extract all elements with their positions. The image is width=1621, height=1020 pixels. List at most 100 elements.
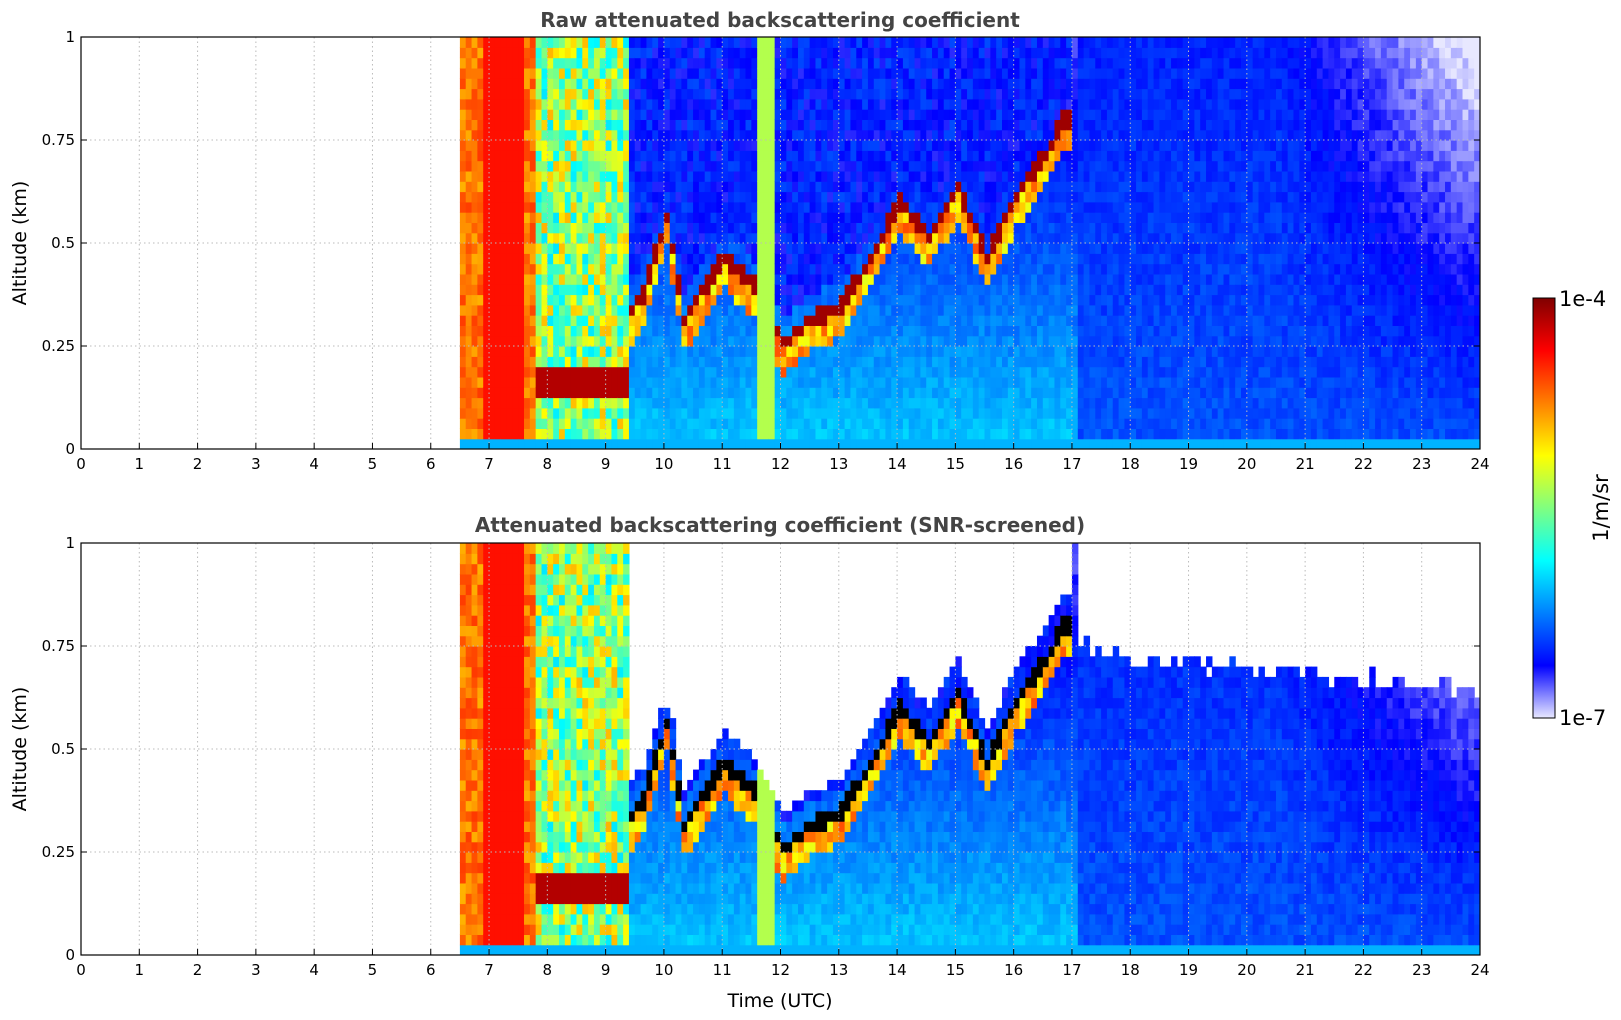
heatmap-cell [623,140,630,151]
heatmap-cell [1182,418,1190,429]
heatmap-cell [512,181,519,193]
heatmap-cell [640,304,648,316]
heatmap-cell [494,253,502,265]
heatmap-cell [879,284,887,296]
heatmap-cell [722,98,729,110]
heatmap-cell [774,222,782,234]
heatmap-cell [821,397,828,409]
heatmap-cell [640,67,648,79]
heatmap-cell [774,119,782,131]
heatmap-cell [827,346,834,357]
heatmap-cell [483,366,490,378]
heatmap-cell [978,397,986,409]
heatmap-cell [1066,98,1073,110]
heatmap-cell [698,129,706,141]
heatmap-cell [803,57,811,69]
heatmap-cell [576,263,583,275]
heatmap-cell [465,366,473,378]
heatmap-cell [634,232,642,244]
heatmap-cell [535,47,543,59]
heatmap-cell [792,356,799,368]
heatmap-cell [681,98,688,110]
heatmap-cell [932,304,939,316]
heatmap-cell [1171,191,1178,203]
heatmap-cell [1101,325,1108,337]
heatmap-cell [1031,140,1038,151]
heatmap-cell [961,78,968,90]
heatmap-cell [471,98,478,110]
heatmap-cell [1060,243,1067,254]
heatmap-cell [1176,335,1184,347]
heatmap-cell [780,57,787,69]
heatmap-cell [1147,273,1155,285]
heatmap-cell [687,181,694,193]
heatmap-cell [844,98,852,110]
heatmap-cell [867,304,875,316]
heatmap-cell [1118,181,1126,193]
heatmap-cell [483,140,490,151]
heatmap-cell [494,88,502,100]
heatmap-cell [850,160,857,172]
heatmap-cell [588,88,595,100]
heatmap-cell [471,438,478,449]
heatmap-cell [722,325,729,337]
heatmap-cell [815,243,822,254]
heatmap-cell [1153,129,1160,141]
heatmap-cell [932,335,939,347]
heatmap-cell [967,109,974,120]
heatmap-cell [524,119,531,131]
heatmap-cell [640,294,648,306]
heatmap-cell [593,418,601,429]
heatmap-cell [786,387,793,399]
heatmap-cell [1118,212,1126,223]
heatmap-cell [477,294,484,306]
heatmap-cell [483,284,490,296]
heatmap-cell [722,181,729,193]
heatmap-cell [640,119,648,131]
heatmap-cell [506,191,513,203]
heatmap-cell [1077,119,1085,131]
heatmap-cell [512,263,519,275]
heatmap-cell [862,284,869,296]
heatmap-cell [1182,304,1190,316]
heatmap-cell [786,325,793,337]
heatmap-cell [1077,67,1085,79]
heatmap-cell [803,294,811,306]
heatmap-cell [1106,232,1114,244]
heatmap-cell [570,253,578,265]
heatmap-cell [757,78,764,90]
heatmap-cell [867,346,875,357]
heatmap-cell [553,47,560,59]
heatmap-cell [593,263,601,275]
heatmap-cell [1124,57,1131,69]
heatmap-cell [582,67,589,79]
heatmap-cell [867,88,875,100]
heatmap-cell [588,346,595,357]
heatmap-cell [763,346,770,357]
heatmap-cell [1136,109,1143,120]
heatmap-cell [1171,140,1178,151]
heatmap-cell [862,160,869,172]
heatmap-cell [652,170,659,182]
heatmap-cell [873,181,881,193]
heatmap-cell [570,325,578,337]
heatmap-cell [506,325,513,337]
heatmap-cell [838,397,846,409]
heatmap-cell [518,397,525,409]
heatmap-cell [1002,150,1009,162]
heatmap-cell [675,67,682,79]
heatmap-cell [1171,201,1178,213]
heatmap-cell [558,212,566,223]
heatmap-cell [815,253,822,265]
heatmap-cell [1071,222,1079,234]
heatmap-cell [1165,294,1172,306]
heatmap-cell [541,57,548,69]
heatmap-cell [547,284,554,296]
heatmap-cell [675,356,682,368]
heatmap-cell [628,304,636,316]
heatmap-cell [1083,346,1091,357]
heatmap-cell [856,67,863,79]
heatmap-cell [716,160,723,172]
heatmap-cell [483,387,490,399]
heatmap-cell [518,428,525,440]
